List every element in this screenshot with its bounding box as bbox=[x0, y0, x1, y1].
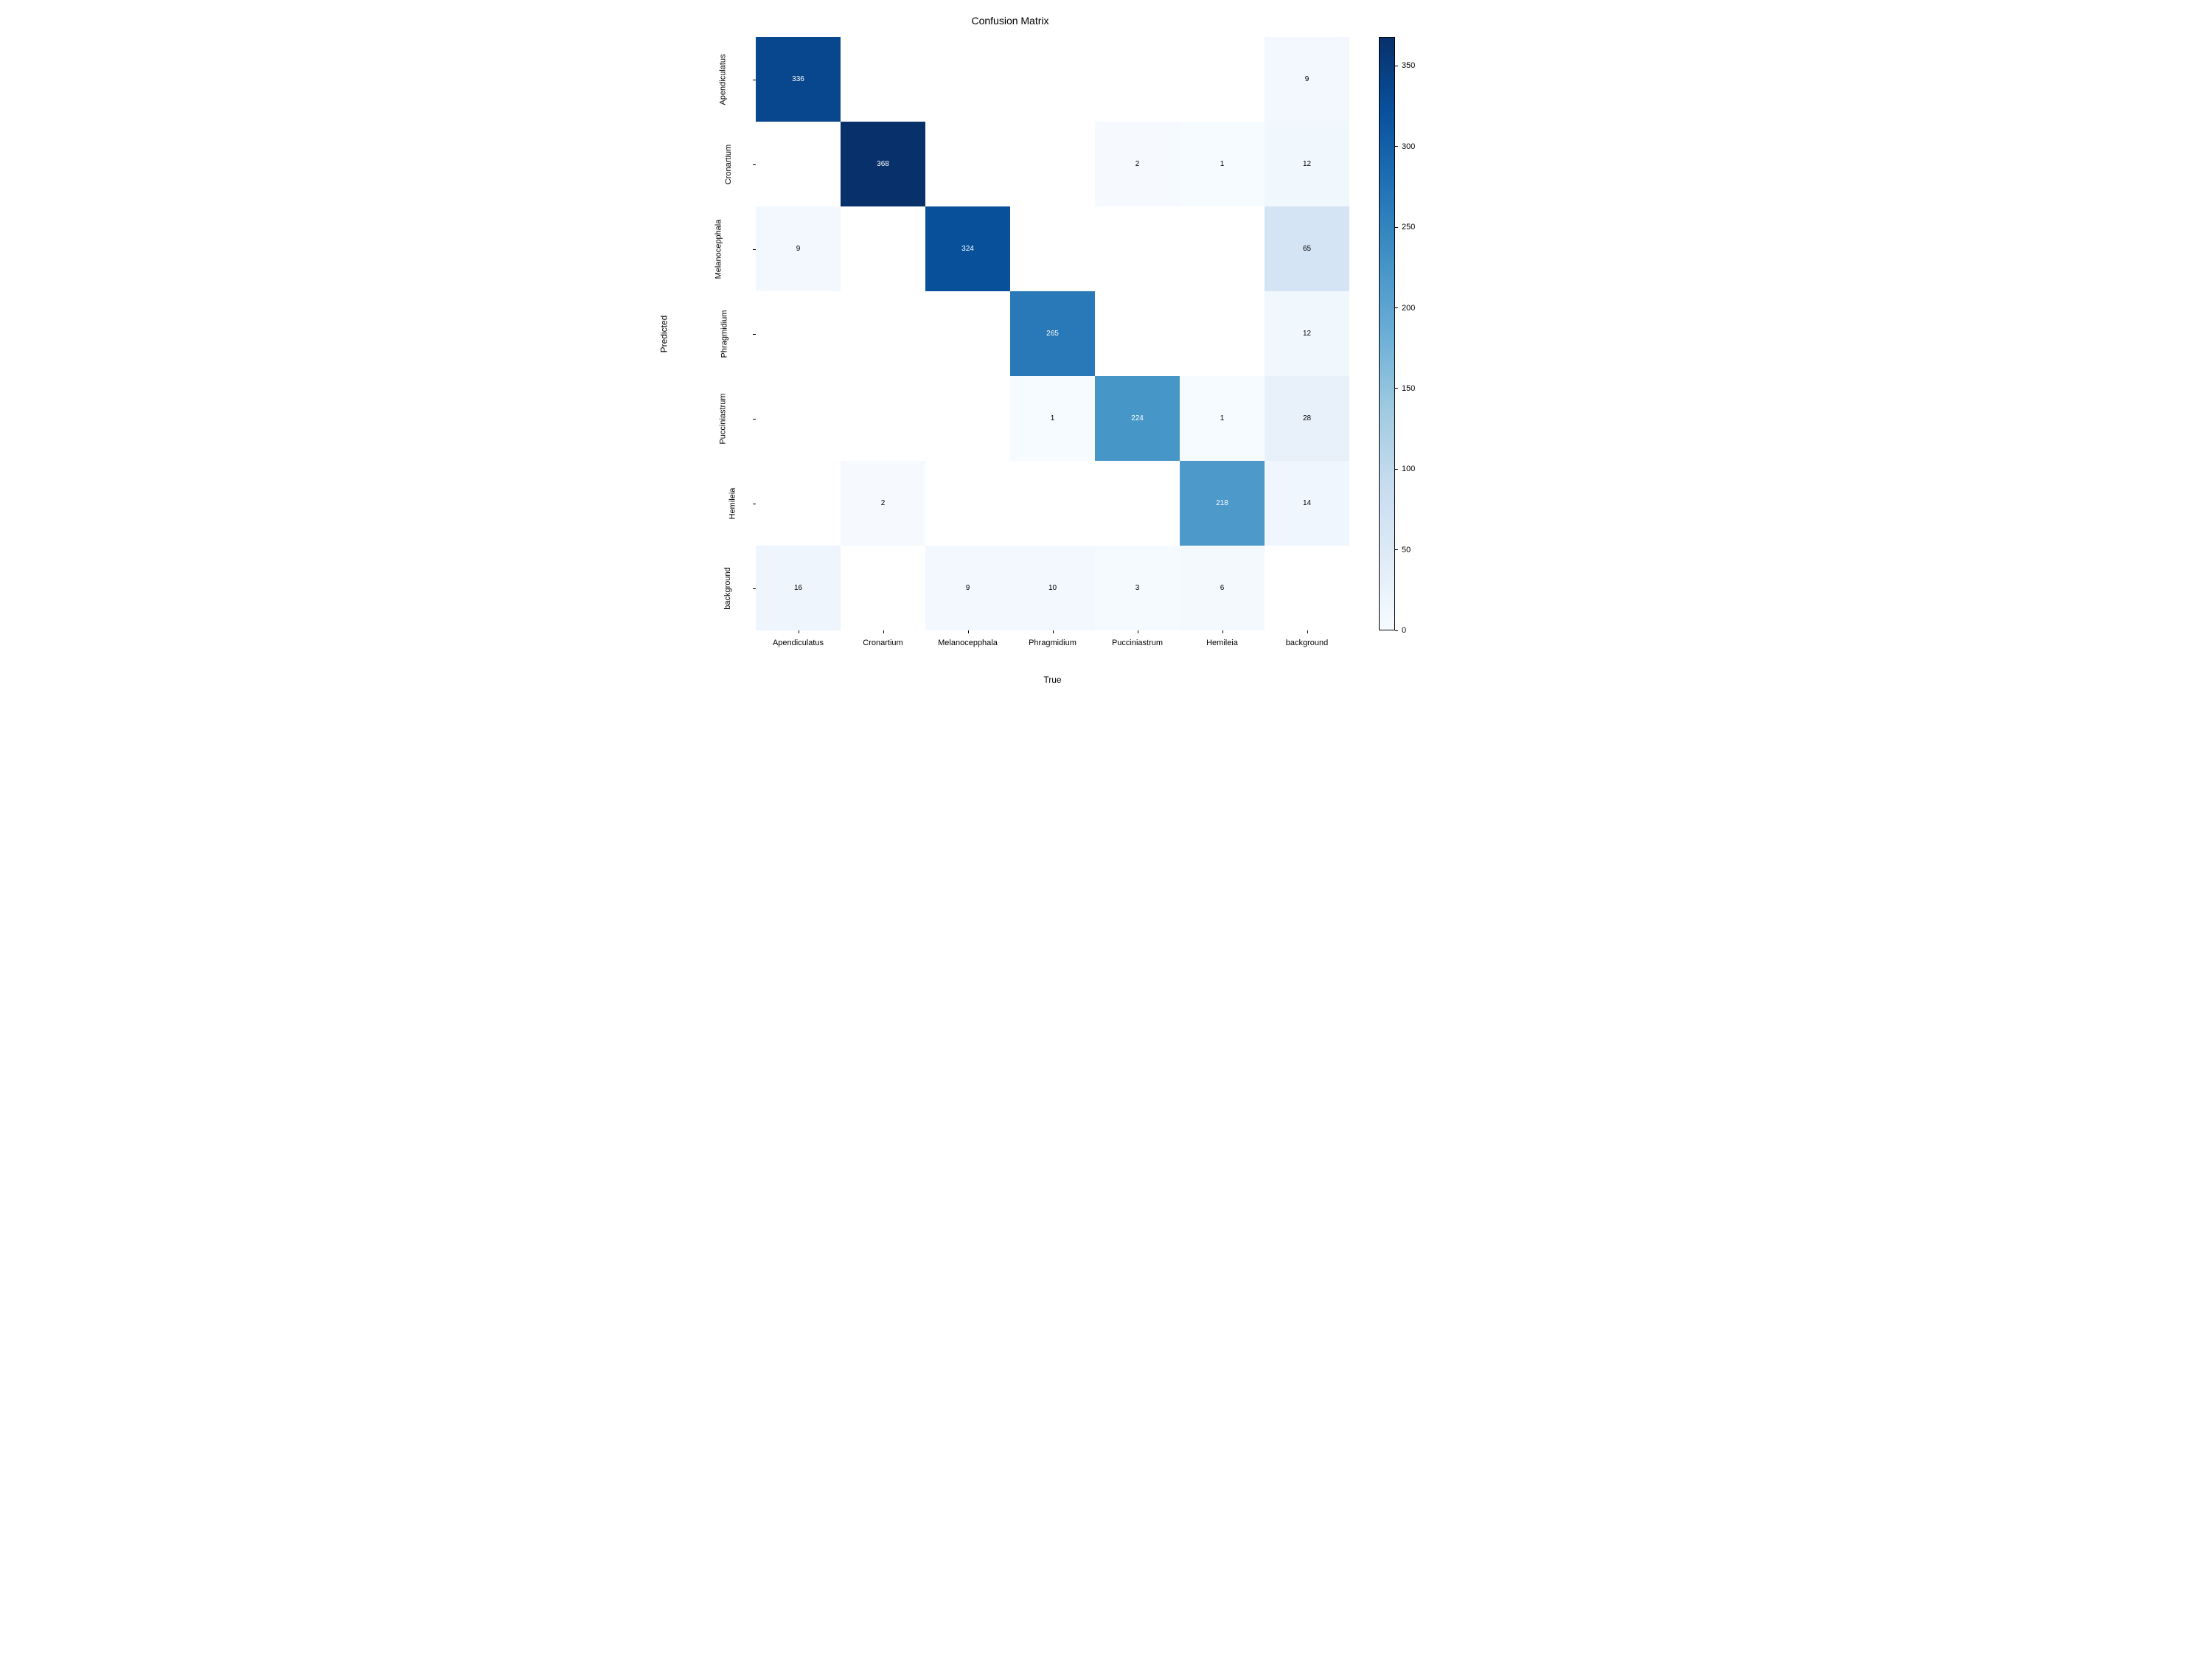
x-tick-label: Hemileia bbox=[1180, 634, 1265, 678]
x-tick-label: Melanocepphala bbox=[925, 634, 1010, 678]
heatmap-cell bbox=[1095, 461, 1180, 546]
x-tick-label: Pucciniastrum bbox=[1095, 634, 1180, 678]
heatmap-cell: 12 bbox=[1265, 122, 1349, 206]
heatmap-cell bbox=[841, 37, 925, 122]
heatmap-cell: 16 bbox=[756, 546, 841, 630]
x-tick-labels: ApendiculatusCronartiumMelanocepphalaPhr… bbox=[756, 634, 1349, 678]
heatmap-cell bbox=[925, 376, 1010, 461]
y-tick-label: Hemileia bbox=[641, 461, 752, 546]
heatmap-cell: 368 bbox=[841, 122, 925, 206]
y-tick-label: Phragmidium bbox=[641, 291, 752, 376]
heatmap-cell bbox=[841, 546, 925, 630]
heatmap-cell: 12 bbox=[1265, 291, 1349, 376]
x-axis-label: True bbox=[756, 675, 1349, 685]
colorbar-tick: 150 bbox=[1395, 384, 1415, 393]
heatmap-cell bbox=[1010, 37, 1095, 122]
colorbar-gradient bbox=[1379, 37, 1395, 630]
heatmap-cell: 1 bbox=[1180, 122, 1265, 206]
colorbar-tick: 250 bbox=[1395, 223, 1415, 232]
heatmap-cell: 336 bbox=[756, 37, 841, 122]
heatmap-cell: 65 bbox=[1265, 206, 1349, 291]
x-tick-label: Phragmidium bbox=[1010, 634, 1095, 678]
heatmap-cell: 1 bbox=[1180, 376, 1265, 461]
y-tick-label: Pucciniastrum bbox=[641, 376, 752, 461]
colorbar-tick: 50 bbox=[1395, 546, 1411, 554]
heatmap-cell bbox=[841, 206, 925, 291]
heatmap-cell bbox=[1180, 37, 1265, 122]
heatmap-cell bbox=[841, 376, 925, 461]
x-tick-label: Cronartium bbox=[841, 634, 925, 678]
heatmap-cell bbox=[1010, 206, 1095, 291]
heatmap-cell bbox=[841, 291, 925, 376]
y-tick-label: Apendiculatus bbox=[641, 37, 752, 122]
heatmap-cell bbox=[1095, 291, 1180, 376]
y-tick-label: background bbox=[641, 546, 752, 630]
heatmap-cell: 28 bbox=[1265, 376, 1349, 461]
heatmap-cell bbox=[1010, 461, 1095, 546]
heatmap-cell: 9 bbox=[756, 206, 841, 291]
heatmap-cell bbox=[1010, 122, 1095, 206]
heatmap-cell: 10 bbox=[1010, 546, 1095, 630]
heatmap-cell: 265 bbox=[1010, 291, 1095, 376]
x-tick-label: background bbox=[1265, 634, 1349, 678]
y-tick-labels: ApendiculatusCronartiumMelanocepphalaPhr… bbox=[641, 37, 752, 630]
heatmap-cell bbox=[925, 37, 1010, 122]
colorbar-tick: 300 bbox=[1395, 142, 1415, 151]
heatmap-cell: 14 bbox=[1265, 461, 1349, 546]
colorbar-tick: 200 bbox=[1395, 304, 1415, 313]
chart-title: Confusion Matrix bbox=[641, 15, 1379, 27]
heatmap-cell bbox=[1265, 546, 1349, 630]
heatmap-cell: 2 bbox=[841, 461, 925, 546]
heatmap-cell bbox=[925, 461, 1010, 546]
heatmap-cell: 324 bbox=[925, 206, 1010, 291]
heatmap-cell bbox=[756, 461, 841, 546]
heatmap-cell bbox=[756, 376, 841, 461]
y-tick-label: Melanocepphala bbox=[641, 206, 752, 291]
heatmap-cell bbox=[756, 291, 841, 376]
heatmap-cell: 218 bbox=[1180, 461, 1265, 546]
heatmap-cell: 224 bbox=[1095, 376, 1180, 461]
heatmap-cell bbox=[925, 122, 1010, 206]
colorbar-tick: 350 bbox=[1395, 61, 1415, 70]
heatmap-cell bbox=[1095, 37, 1180, 122]
heatmap-cell bbox=[1180, 291, 1265, 376]
heatmap-cell: 6 bbox=[1180, 546, 1265, 630]
heatmap-cell: 2 bbox=[1095, 122, 1180, 206]
x-tick-label: Apendiculatus bbox=[756, 634, 841, 678]
heatmap-cell: 3 bbox=[1095, 546, 1180, 630]
confusion-matrix-chart: Confusion Matrix Predicted Apendiculatus… bbox=[641, 15, 1571, 712]
heatmap-cell bbox=[925, 291, 1010, 376]
heatmap-grid: 3369368211293246526512122412822181416910… bbox=[756, 37, 1349, 630]
y-tick-label: Cronartium bbox=[641, 122, 752, 206]
heatmap-cell: 9 bbox=[925, 546, 1010, 630]
colorbar-tick: 100 bbox=[1395, 465, 1415, 473]
colorbar: 050100150200250300350 bbox=[1379, 37, 1395, 630]
heatmap-cell bbox=[1180, 206, 1265, 291]
heatmap-cell bbox=[756, 122, 841, 206]
colorbar-tick: 0 bbox=[1395, 626, 1406, 635]
heatmap-cell: 1 bbox=[1010, 376, 1095, 461]
heatmap-cell: 9 bbox=[1265, 37, 1349, 122]
heatmap-cell bbox=[1095, 206, 1180, 291]
